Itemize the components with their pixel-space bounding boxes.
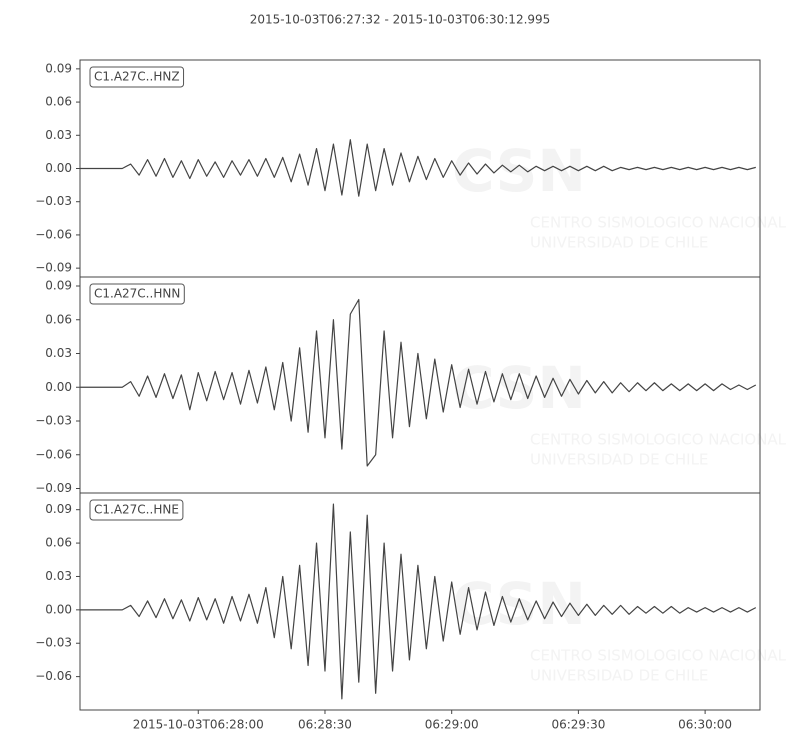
trace-label: C1.A27C..HNN	[94, 287, 180, 301]
y-tick-label: −0.06	[35, 447, 72, 461]
y-tick-label: −0.03	[35, 636, 72, 650]
waveform	[80, 139, 756, 197]
trace-label-box	[89, 283, 185, 305]
chart-title: 2015-10-03T06:27:32 - 2015-10-03T06:30:1…	[250, 13, 551, 27]
watermark-logo: CSN	[452, 354, 586, 422]
watermark-text: UNIVERSIDAD DE CHILE	[530, 234, 708, 252]
y-tick-label: 0.00	[45, 380, 72, 394]
y-tick-label: 0.00	[45, 161, 72, 175]
trace-label: C1.A27C..HNE	[94, 503, 179, 517]
y-tick-label: 0.03	[45, 128, 72, 142]
y-tick-label: 0.09	[45, 279, 72, 293]
watermark-text: CENTRO SISMOLOGICO NACIONAL	[530, 214, 787, 232]
y-tick-label: 0.03	[45, 569, 72, 583]
watermark-text: UNIVERSIDAD DE CHILE	[530, 451, 708, 469]
panel-frame	[79, 492, 761, 711]
y-tick-label: −0.06	[35, 227, 72, 241]
y-tick-label: −0.03	[35, 194, 72, 208]
y-tick-label: 0.09	[45, 61, 72, 75]
x-tick-label: 06:29:00	[425, 718, 479, 732]
waveform	[80, 503, 757, 700]
x-tick-label: 06:29:30	[551, 718, 605, 732]
y-tick-label: 0.06	[45, 95, 72, 109]
watermark-text: CENTRO SISMOLOGICO NACIONAL	[530, 431, 787, 449]
trace-label-box	[89, 66, 185, 88]
y-tick-label: 0.06	[45, 312, 72, 326]
trace-label: C1.A27C..HNZ	[94, 70, 180, 84]
y-tick-label: 0.06	[45, 536, 72, 550]
watermark-text: CENTRO SISMOLOGICO NACIONAL	[530, 647, 787, 665]
y-tick-label: 0.00	[45, 602, 72, 616]
watermark-logo: CSN	[452, 570, 586, 638]
y-tick-label: −0.03	[35, 414, 72, 428]
x-tick-label: 2015-10-03T06:28:00	[133, 718, 264, 732]
y-tick-label: 0.09	[45, 502, 72, 516]
y-tick-label: −0.06	[35, 669, 72, 683]
y-tick-label: 0.03	[45, 346, 72, 360]
trace-label-box	[89, 499, 184, 521]
y-tick-label: −0.09	[35, 481, 72, 495]
x-tick-label: 06:28:30	[298, 718, 352, 732]
watermark-logo: CSN	[452, 137, 586, 205]
y-tick-label: −0.09	[35, 261, 72, 275]
x-tick-label: 06:30:00	[678, 718, 732, 732]
waveform	[80, 298, 757, 467]
watermark-text: UNIVERSIDAD DE CHILE	[530, 667, 708, 685]
